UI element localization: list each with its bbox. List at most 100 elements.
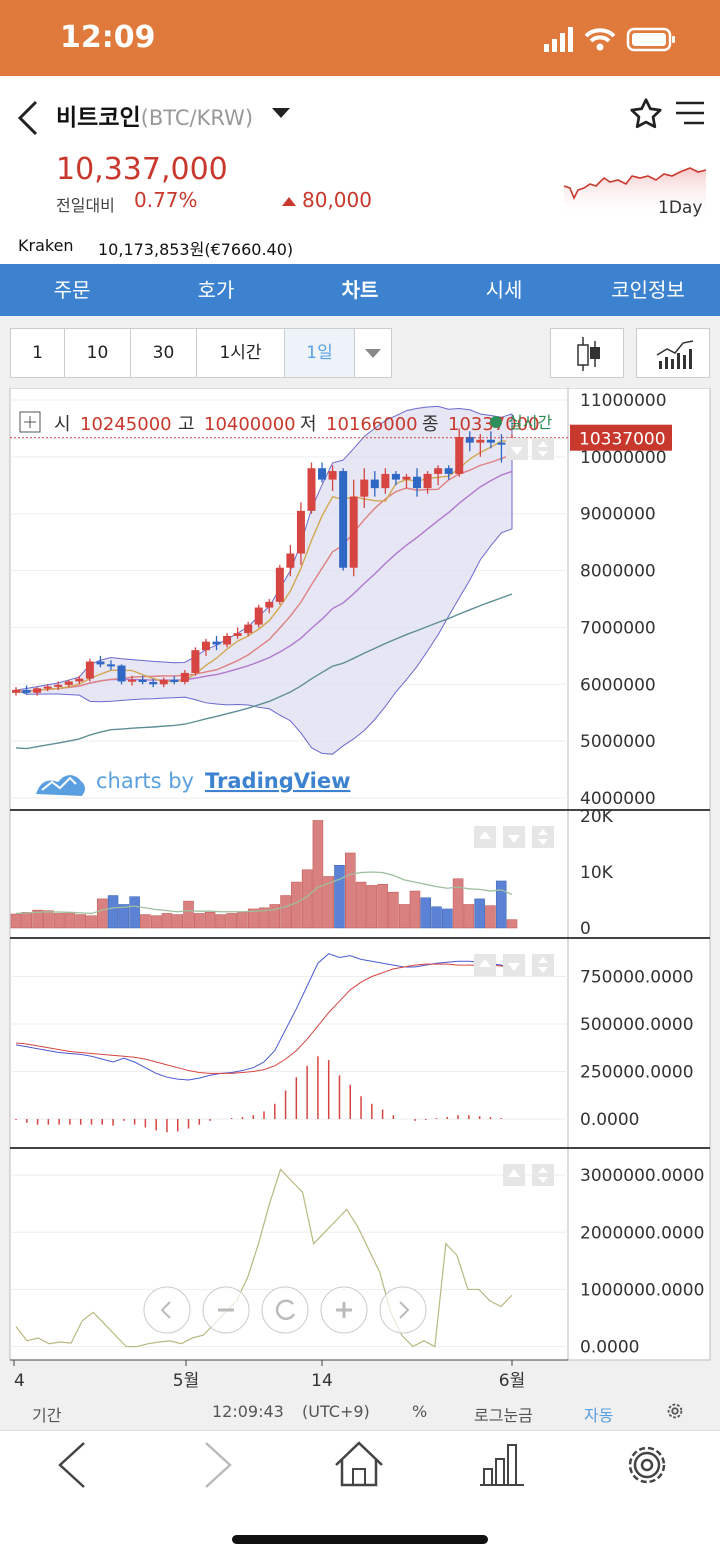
volume-bar [485, 905, 496, 929]
tab-orderbook[interactable]: 호가 [197, 278, 235, 302]
candle-body [254, 607, 263, 625]
volume-bar [506, 919, 518, 929]
x-axis-tick: 5월 [173, 1371, 199, 1391]
nav-forward-button[interactable] [180, 1435, 250, 1495]
log-scale-toggle[interactable]: 로그눈금 [474, 1406, 533, 1425]
x-axis-tick: 4 [14, 1371, 25, 1391]
price-axis-tick: 9000000 [580, 505, 656, 525]
volume-axis-tick: 20K [580, 807, 614, 827]
price-axis-tick: 7000000 [580, 618, 656, 638]
period-10[interactable]: 10 [65, 329, 131, 377]
candle-body [212, 641, 221, 645]
candle-body [434, 468, 443, 474]
tab-market[interactable]: 시세 [485, 278, 523, 302]
candle-body [391, 473, 400, 480]
panel3-up-button[interactable] [474, 954, 496, 976]
coin-pair: (BTC/KRW) [140, 106, 254, 130]
tradingview-watermark[interactable]: charts by TradingView [36, 769, 350, 796]
arrow-button-bg [532, 826, 554, 848]
candle-body [180, 672, 189, 683]
candle-body [64, 681, 73, 685]
arrow-button-bg [532, 954, 554, 976]
menu-button[interactable] [674, 98, 706, 130]
nav-settings-button[interactable] [612, 1435, 682, 1495]
panel1-move-button[interactable] [532, 438, 554, 460]
panel2-move-button[interactable] [532, 826, 554, 848]
volume-bar [204, 912, 216, 929]
volume-bar [129, 896, 140, 929]
nav-chart-button[interactable] [468, 1435, 538, 1495]
candle-body [170, 679, 179, 683]
timezone[interactable]: (UTC+9) [302, 1402, 370, 1421]
arrow-down-icon [538, 1177, 548, 1183]
x-axis-tick: 14 [311, 1371, 333, 1391]
panel4-move-button[interactable] [532, 1164, 554, 1186]
auto-scale-toggle[interactable]: 자동 [584, 1406, 614, 1425]
ohlc-high: 10400000 [204, 414, 296, 435]
ohlc-low-label: 저 [300, 414, 317, 435]
nav-home-button[interactable] [324, 1435, 394, 1495]
arrow-up-icon [508, 1169, 520, 1177]
chart-toolbar: 1 10 30 1시간 1일 [0, 316, 720, 388]
caret-down-icon[interactable] [272, 108, 290, 118]
volume-bar [431, 906, 442, 929]
volume-bar [64, 912, 76, 929]
panel2-up-button[interactable] [474, 826, 496, 848]
candle-body [286, 553, 295, 568]
candle-body [381, 473, 390, 489]
panel3-down-button[interactable] [503, 954, 525, 976]
percent-toggle[interactable]: % [412, 1402, 428, 1421]
chart-nav-controls [143, 1286, 427, 1334]
favorite-star-button[interactable] [628, 96, 664, 132]
tab-coin-info[interactable]: 코인정보 [611, 278, 685, 302]
price-axis-tick: 11000000 [580, 391, 667, 411]
period-1d[interactable]: 1일 [285, 329, 355, 377]
volume-axis-tick: 10K [580, 863, 614, 883]
home-indicator[interactable] [232, 1535, 488, 1544]
candle-type-button[interactable] [550, 328, 624, 378]
coin-name: 비트코인 [56, 105, 141, 131]
tab-order[interactable]: 주문 [53, 278, 91, 302]
period-30[interactable]: 30 [131, 329, 197, 377]
volume-bar [118, 904, 130, 929]
chevron-down-icon [365, 349, 381, 358]
watermark-brand: TradingView [205, 769, 350, 793]
period-1h[interactable]: 1시간 [197, 329, 285, 377]
mini-day-chart[interactable] [560, 158, 710, 218]
chart-area[interactable]: 11000000 10000000 9000000 8000000 7000000 600… [0, 387, 720, 1394]
volume-bar [377, 884, 388, 929]
candle-body [413, 476, 422, 489]
macd-axis-tick: 500000.0000 [580, 1015, 694, 1035]
clock-time: 12:09:43 [212, 1402, 284, 1421]
price-axis-tick: 10000000 [580, 448, 667, 468]
volume-bar [495, 880, 507, 929]
reset-button[interactable] [261, 1286, 309, 1334]
volume-bar [97, 898, 108, 929]
candle-body [201, 641, 210, 651]
scroll-left-button[interactable] [143, 1286, 191, 1334]
arrow-down-icon [508, 835, 520, 843]
scroll-right-button[interactable] [379, 1286, 427, 1334]
period-1[interactable]: 1 [11, 329, 65, 377]
arrow-up-icon [538, 441, 548, 447]
period-more-button[interactable] [355, 329, 391, 377]
chart-canvas[interactable]: 11000000 10000000 9000000 8000000 7000000 600… [0, 387, 720, 1394]
current-price: 10,337,000 [56, 152, 228, 187]
coin-selector[interactable]: 비트코인(BTC/KRW) [56, 98, 253, 132]
signal-line [15, 963, 513, 1074]
indicator-button[interactable] [636, 328, 710, 378]
panel3-move-button[interactable] [532, 954, 554, 976]
panel1-down-button[interactable] [506, 438, 528, 460]
volume-bar [150, 915, 162, 929]
candle-body [275, 567, 284, 602]
panel2-down-button[interactable] [503, 826, 525, 848]
candle-body [265, 601, 274, 608]
candle-body [318, 468, 327, 480]
nav-back-button[interactable] [40, 1435, 110, 1495]
tab-chart[interactable]: 차트 [341, 278, 379, 302]
candle-body [465, 436, 474, 443]
back-button[interactable] [12, 96, 48, 136]
price-axis-tick: 8000000 [580, 562, 656, 582]
settings-gear-button[interactable] [664, 1400, 686, 1426]
panel4-up-button[interactable] [503, 1164, 525, 1186]
